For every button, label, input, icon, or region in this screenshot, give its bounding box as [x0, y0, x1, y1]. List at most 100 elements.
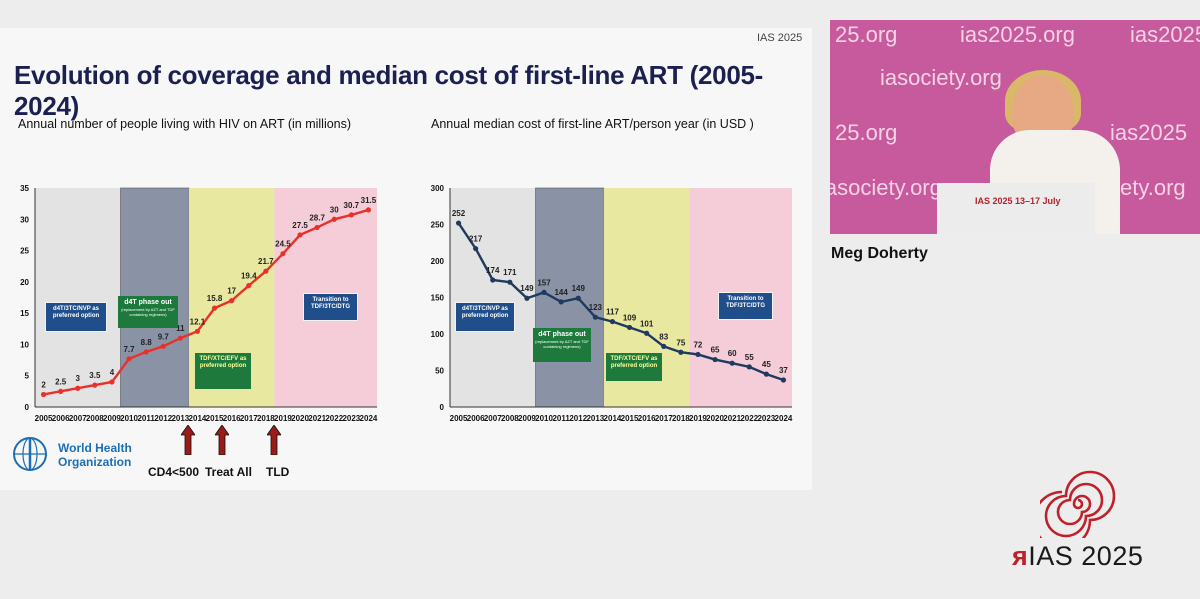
x-tick-label: 2024 — [360, 414, 378, 423]
data-label: 17 — [227, 287, 236, 296]
slide-ias-logo: IAS 2025 — [757, 32, 802, 44]
data-point — [177, 335, 183, 341]
chart1-phase-box-3: TDF/XTC/EFV as preferred option — [195, 353, 251, 389]
y-tick-label: 0 — [25, 403, 30, 412]
data-label: 19.4 — [241, 272, 257, 281]
data-point — [729, 360, 735, 366]
data-point — [507, 279, 513, 285]
data-label: 24.5 — [275, 240, 291, 249]
chart1-phase-box-2: d4T phase out (replacement by AZT and TD… — [118, 296, 178, 328]
y-tick-label: 25 — [20, 247, 29, 256]
arrow-up-icon — [215, 425, 229, 455]
y-tick-label: 5 — [25, 372, 30, 381]
data-point — [541, 289, 547, 295]
chart2-phase-box-4-label: Transition to TDF/3TC/DTG — [726, 296, 765, 309]
y-tick-label: 200 — [431, 257, 445, 266]
data-point — [678, 349, 684, 355]
data-label: 30.7 — [344, 201, 360, 210]
series-line — [457, 222, 784, 382]
data-point — [558, 299, 564, 305]
chart1-phase-box-4-label: Transition to TDF/3TC/DTG — [311, 297, 350, 310]
x-tick-label: 2017 — [655, 414, 673, 423]
data-point — [609, 318, 616, 325]
data-label: 157 — [537, 278, 551, 287]
data-point — [280, 251, 286, 257]
chart2-phase-box-2-label: d4T phase out — [538, 331, 586, 338]
x-tick-label: 2024 — [775, 414, 793, 423]
data-label: 109 — [623, 313, 637, 322]
x-tick-label: 2022 — [325, 414, 343, 423]
x-tick-label: 2013 — [171, 414, 189, 423]
chart1-phase-box-4: Transition to TDF/3TC/DTG — [303, 293, 358, 321]
data-point — [58, 388, 64, 394]
data-label: 65 — [711, 346, 720, 355]
data-label: 3.5 — [89, 371, 101, 380]
data-label: 2.5 — [55, 377, 67, 386]
data-label: 28.7 — [309, 213, 325, 222]
data-label: 7.7 — [123, 345, 135, 354]
data-point — [246, 283, 252, 289]
data-point — [263, 268, 269, 274]
x-tick-label: 2015 — [621, 414, 639, 423]
data-label: 149 — [572, 284, 586, 293]
annotation-cd4: CD4<500 — [148, 465, 200, 479]
chart1-title: Annual number of people living with HIV … — [18, 117, 352, 131]
who-emblem-icon — [13, 437, 47, 471]
data-label: 75 — [676, 338, 685, 347]
data-label: 37 — [779, 366, 788, 375]
data-point — [229, 298, 235, 304]
x-tick-label: 2009 — [518, 414, 536, 423]
chart2-phase-box-3-label: TDF/XTC/EFV as preferred option — [610, 356, 658, 369]
chart1-phase-box-2-label: d4T phase out — [124, 299, 172, 306]
chart2-phase-box-2: d4T phase out (replacement by AZT and TD… — [533, 328, 591, 362]
data-label: 15.8 — [207, 294, 223, 303]
y-tick-label: 20 — [20, 278, 29, 287]
chart2-phase-box-2-sub: (replacement by AZT and TDF containing r… — [535, 339, 589, 349]
x-tick-label: 2019 — [689, 414, 707, 423]
y-tick-label: 300 — [431, 184, 445, 193]
podium-branding: IAS 2025 13–17 July — [975, 196, 1061, 206]
watermark-text: ias2025.org — [960, 22, 1075, 47]
chart2-phase-box-1-label: d4T/3TC/NVP as preferred option — [461, 306, 509, 319]
data-label: 2 — [41, 380, 46, 389]
x-tick-label: 2016 — [638, 414, 656, 423]
x-tick-label: 2021 — [723, 414, 741, 423]
ias-2025-branding: ᴙIAS 2025 — [1012, 541, 1143, 572]
who-logo-line2: Organization — [58, 455, 132, 469]
chart1-phase-box-2-sub: (replacement by AZT and TDF containing r… — [121, 307, 175, 317]
x-tick-label: 2018 — [257, 414, 275, 423]
y-tick-label: 35 — [20, 184, 29, 193]
data-label: 12.1 — [190, 317, 206, 326]
data-label: 144 — [554, 288, 568, 297]
data-point — [348, 212, 354, 218]
watermark-text: iasociety.org — [880, 65, 1002, 90]
data-point — [780, 377, 787, 383]
data-label: 117 — [606, 308, 619, 317]
data-label: 31.5 — [361, 196, 377, 205]
x-tick-label: 2005 — [450, 414, 468, 423]
x-tick-label: 2016 — [223, 414, 241, 423]
podium — [937, 183, 1095, 234]
y-tick-label: 150 — [431, 294, 445, 303]
chart1-phase-box-1-label: d4T/3TC/NVP as preferred option — [52, 306, 100, 319]
data-label: 55 — [745, 353, 754, 362]
slide-title: Evolution of coverage and median cost of… — [14, 60, 764, 121]
data-point — [143, 349, 149, 355]
y-tick-label: 100 — [431, 330, 445, 339]
chart1-phase-box-1: d4T/3TC/NVP as preferred option — [45, 302, 107, 332]
x-tick-label: 2007 — [484, 414, 502, 423]
chart2-phase-box-1: d4T/3TC/NVP as preferred option — [455, 302, 515, 332]
data-point — [109, 379, 115, 385]
data-label: 30 — [330, 205, 339, 214]
data-point — [763, 371, 769, 377]
data-label: 123 — [589, 303, 603, 312]
data-point — [211, 305, 218, 311]
data-point — [712, 356, 718, 363]
ias-spiral-logo-icon — [1040, 470, 1116, 538]
data-point — [160, 343, 166, 349]
y-tick-label: 15 — [20, 309, 29, 318]
data-label: 21.7 — [258, 257, 274, 266]
x-tick-label: 2008 — [86, 414, 104, 423]
chart2-title: Annual median cost of first-line ART/per… — [431, 117, 754, 131]
ias-2025-text: IAS 2025 — [1028, 541, 1144, 571]
